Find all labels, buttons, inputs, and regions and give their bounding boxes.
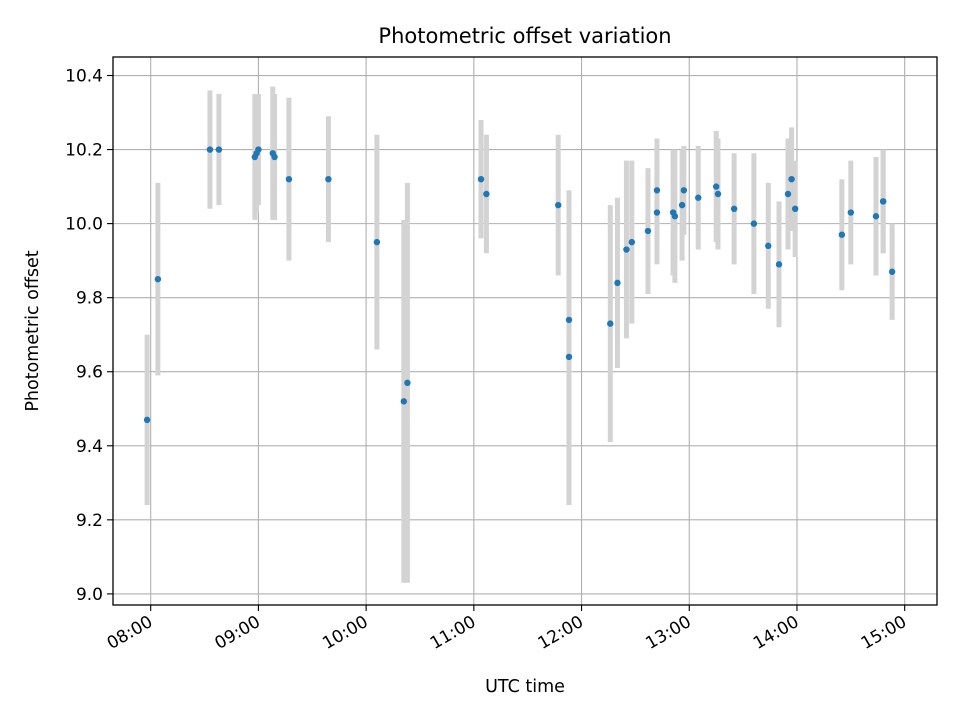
data-point (644, 227, 652, 235)
data-point (888, 268, 896, 275)
data-point (765, 242, 772, 250)
data-point (653, 187, 661, 194)
data-point (730, 205, 738, 213)
data-point (555, 201, 562, 209)
data-point (373, 238, 381, 246)
data-point (791, 205, 799, 213)
data-point (784, 190, 792, 198)
data-point (565, 316, 573, 324)
y-axis-title: Photometric offset (23, 250, 43, 411)
data-point (607, 320, 614, 327)
data-point (206, 146, 214, 153)
x-axis-title: UTC time (485, 677, 565, 697)
data-point (154, 275, 162, 283)
data-point (847, 209, 855, 216)
data-point (714, 190, 722, 198)
data-point (838, 231, 846, 238)
y-tick-label: 9.8 (76, 289, 103, 309)
plot-frame (112, 56, 938, 606)
y-tick-label: 10.0 (65, 215, 103, 235)
y-tick-label: 9.4 (76, 437, 103, 457)
data-point (671, 213, 679, 220)
data-point (680, 187, 688, 194)
data-point (678, 201, 686, 209)
data-point (712, 183, 720, 190)
data-point (750, 220, 758, 227)
y-tick-label: 10.4 (65, 67, 103, 87)
y-tick-label: 9.6 (76, 363, 103, 383)
data-point (483, 190, 490, 198)
chart-title: Photometric offset variation (378, 24, 671, 48)
data-point (565, 353, 573, 361)
data-point (872, 213, 880, 220)
data-point (404, 379, 411, 387)
data-point (215, 146, 223, 153)
data-point (255, 146, 262, 153)
data-point (653, 209, 661, 216)
y-tick-label: 9.0 (76, 585, 103, 605)
data-point (788, 175, 795, 183)
y-tick-label: 10.2 (65, 141, 103, 161)
y-tick-label: 9.2 (76, 511, 103, 531)
data-point (623, 246, 630, 253)
data-points (143, 146, 896, 424)
data-point (271, 153, 278, 161)
data-point (695, 194, 702, 201)
data-point (285, 175, 293, 183)
data-point (400, 398, 408, 405)
data-point (614, 279, 621, 287)
data-point (628, 238, 636, 246)
data-point (477, 175, 485, 183)
grid (113, 57, 937, 605)
data-point (775, 261, 783, 268)
data-point (143, 416, 151, 424)
data-point (879, 198, 887, 205)
data-point (325, 175, 332, 183)
